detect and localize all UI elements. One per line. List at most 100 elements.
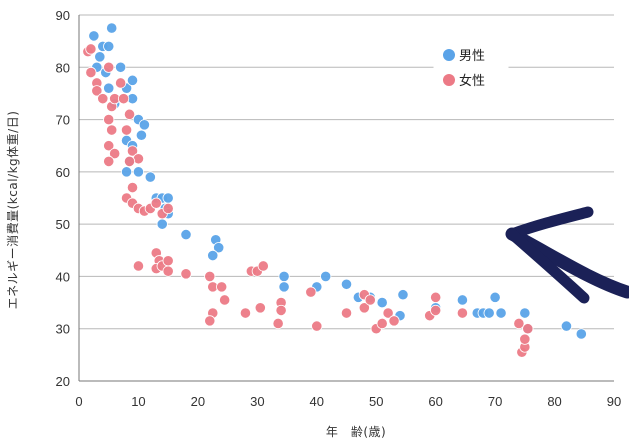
male-point	[106, 22, 118, 34]
male-point	[162, 192, 174, 204]
male-point	[94, 51, 106, 63]
legend-swatch-female	[443, 74, 455, 86]
male-point	[519, 307, 531, 319]
x-tick-label: 20	[191, 394, 205, 409]
axes	[78, 15, 614, 382]
male-point	[397, 289, 409, 301]
female-point	[103, 61, 115, 73]
male-point	[575, 328, 587, 340]
male-point	[156, 218, 168, 230]
female-point	[430, 304, 442, 317]
female-point	[109, 147, 121, 160]
x-tick-label: 30	[250, 394, 264, 409]
male-point	[456, 294, 469, 306]
female-point	[117, 93, 130, 105]
y-tick-label: 70	[56, 113, 70, 128]
female-point	[388, 315, 400, 327]
male-point	[560, 320, 573, 332]
female-point	[275, 304, 287, 317]
male-point	[120, 166, 133, 178]
female-point	[364, 294, 376, 306]
legend-label-female: 女性	[459, 73, 485, 89]
female-point	[430, 291, 442, 303]
male-point	[489, 291, 501, 303]
legend-box	[433, 37, 509, 97]
male-point	[144, 171, 156, 183]
y-tick-label: 50	[56, 217, 70, 232]
x-tick-label: 0	[75, 394, 82, 409]
y-tick-label: 90	[56, 8, 70, 23]
male-point	[103, 40, 115, 52]
male-point	[132, 166, 145, 178]
male-point	[126, 74, 139, 86]
x-tick-label: 60	[428, 394, 442, 409]
male-point	[483, 307, 495, 319]
male-point	[320, 270, 332, 283]
female-point	[180, 268, 192, 280]
legend: 男性 女性	[433, 37, 509, 97]
female-point	[162, 255, 174, 267]
female-point	[219, 294, 231, 306]
female-point	[103, 140, 115, 152]
x-tick-label: 70	[488, 394, 502, 409]
female-point	[358, 302, 370, 314]
female-point	[239, 307, 252, 319]
male-point	[135, 129, 148, 141]
male-point	[376, 296, 388, 309]
female-point	[272, 317, 284, 330]
female-point	[150, 197, 162, 209]
female-point	[456, 307, 469, 319]
female-point	[305, 286, 317, 298]
female-point	[126, 181, 139, 194]
y-tick-label: 40	[56, 269, 70, 284]
female-point	[103, 113, 115, 126]
female-point	[132, 260, 145, 272]
female-point	[216, 281, 228, 293]
male-point	[207, 249, 219, 262]
female-point	[522, 323, 534, 335]
female-point	[115, 77, 127, 89]
female-point	[85, 43, 97, 55]
male-point	[88, 30, 100, 42]
female-point	[106, 124, 118, 136]
male-point	[103, 82, 115, 94]
male-point	[180, 229, 192, 241]
male-point	[213, 242, 225, 254]
female-point	[257, 260, 269, 272]
annotation-arrow	[505, 206, 629, 304]
female-point	[162, 202, 174, 215]
male-point	[115, 61, 127, 73]
female-point	[91, 85, 103, 97]
legend-swatch-male	[443, 49, 455, 61]
male-point	[138, 119, 150, 131]
female-point	[123, 155, 136, 167]
male-point	[278, 281, 290, 293]
arrow-head-lower	[506, 228, 590, 304]
x-tick-label: 10	[131, 394, 145, 409]
female-point	[204, 270, 216, 283]
female-point	[382, 307, 394, 319]
female-point	[340, 307, 353, 319]
female-point	[162, 265, 174, 277]
legend-label-male: 男性	[459, 49, 485, 64]
x-tick-label: 90	[607, 394, 621, 409]
x-tick-label: 80	[547, 394, 561, 409]
y-axis-title: エネルギー消費量(kcal/kg体重/日)	[5, 111, 20, 310]
female-point	[311, 320, 323, 332]
female-point	[519, 333, 531, 345]
male-point	[495, 307, 507, 319]
female-point	[103, 155, 115, 167]
female-point	[254, 302, 266, 314]
y-tick-label: 80	[56, 60, 70, 75]
x-tick-label: 40	[310, 394, 324, 409]
female-point	[204, 315, 216, 327]
female-point	[120, 124, 133, 136]
x-tick-label: 50	[369, 394, 383, 409]
female-point	[126, 145, 139, 157]
y-tick-label: 20	[56, 374, 70, 389]
male-point	[340, 278, 353, 290]
data-points	[82, 22, 587, 358]
female-point	[376, 317, 388, 330]
male-point	[278, 270, 290, 283]
